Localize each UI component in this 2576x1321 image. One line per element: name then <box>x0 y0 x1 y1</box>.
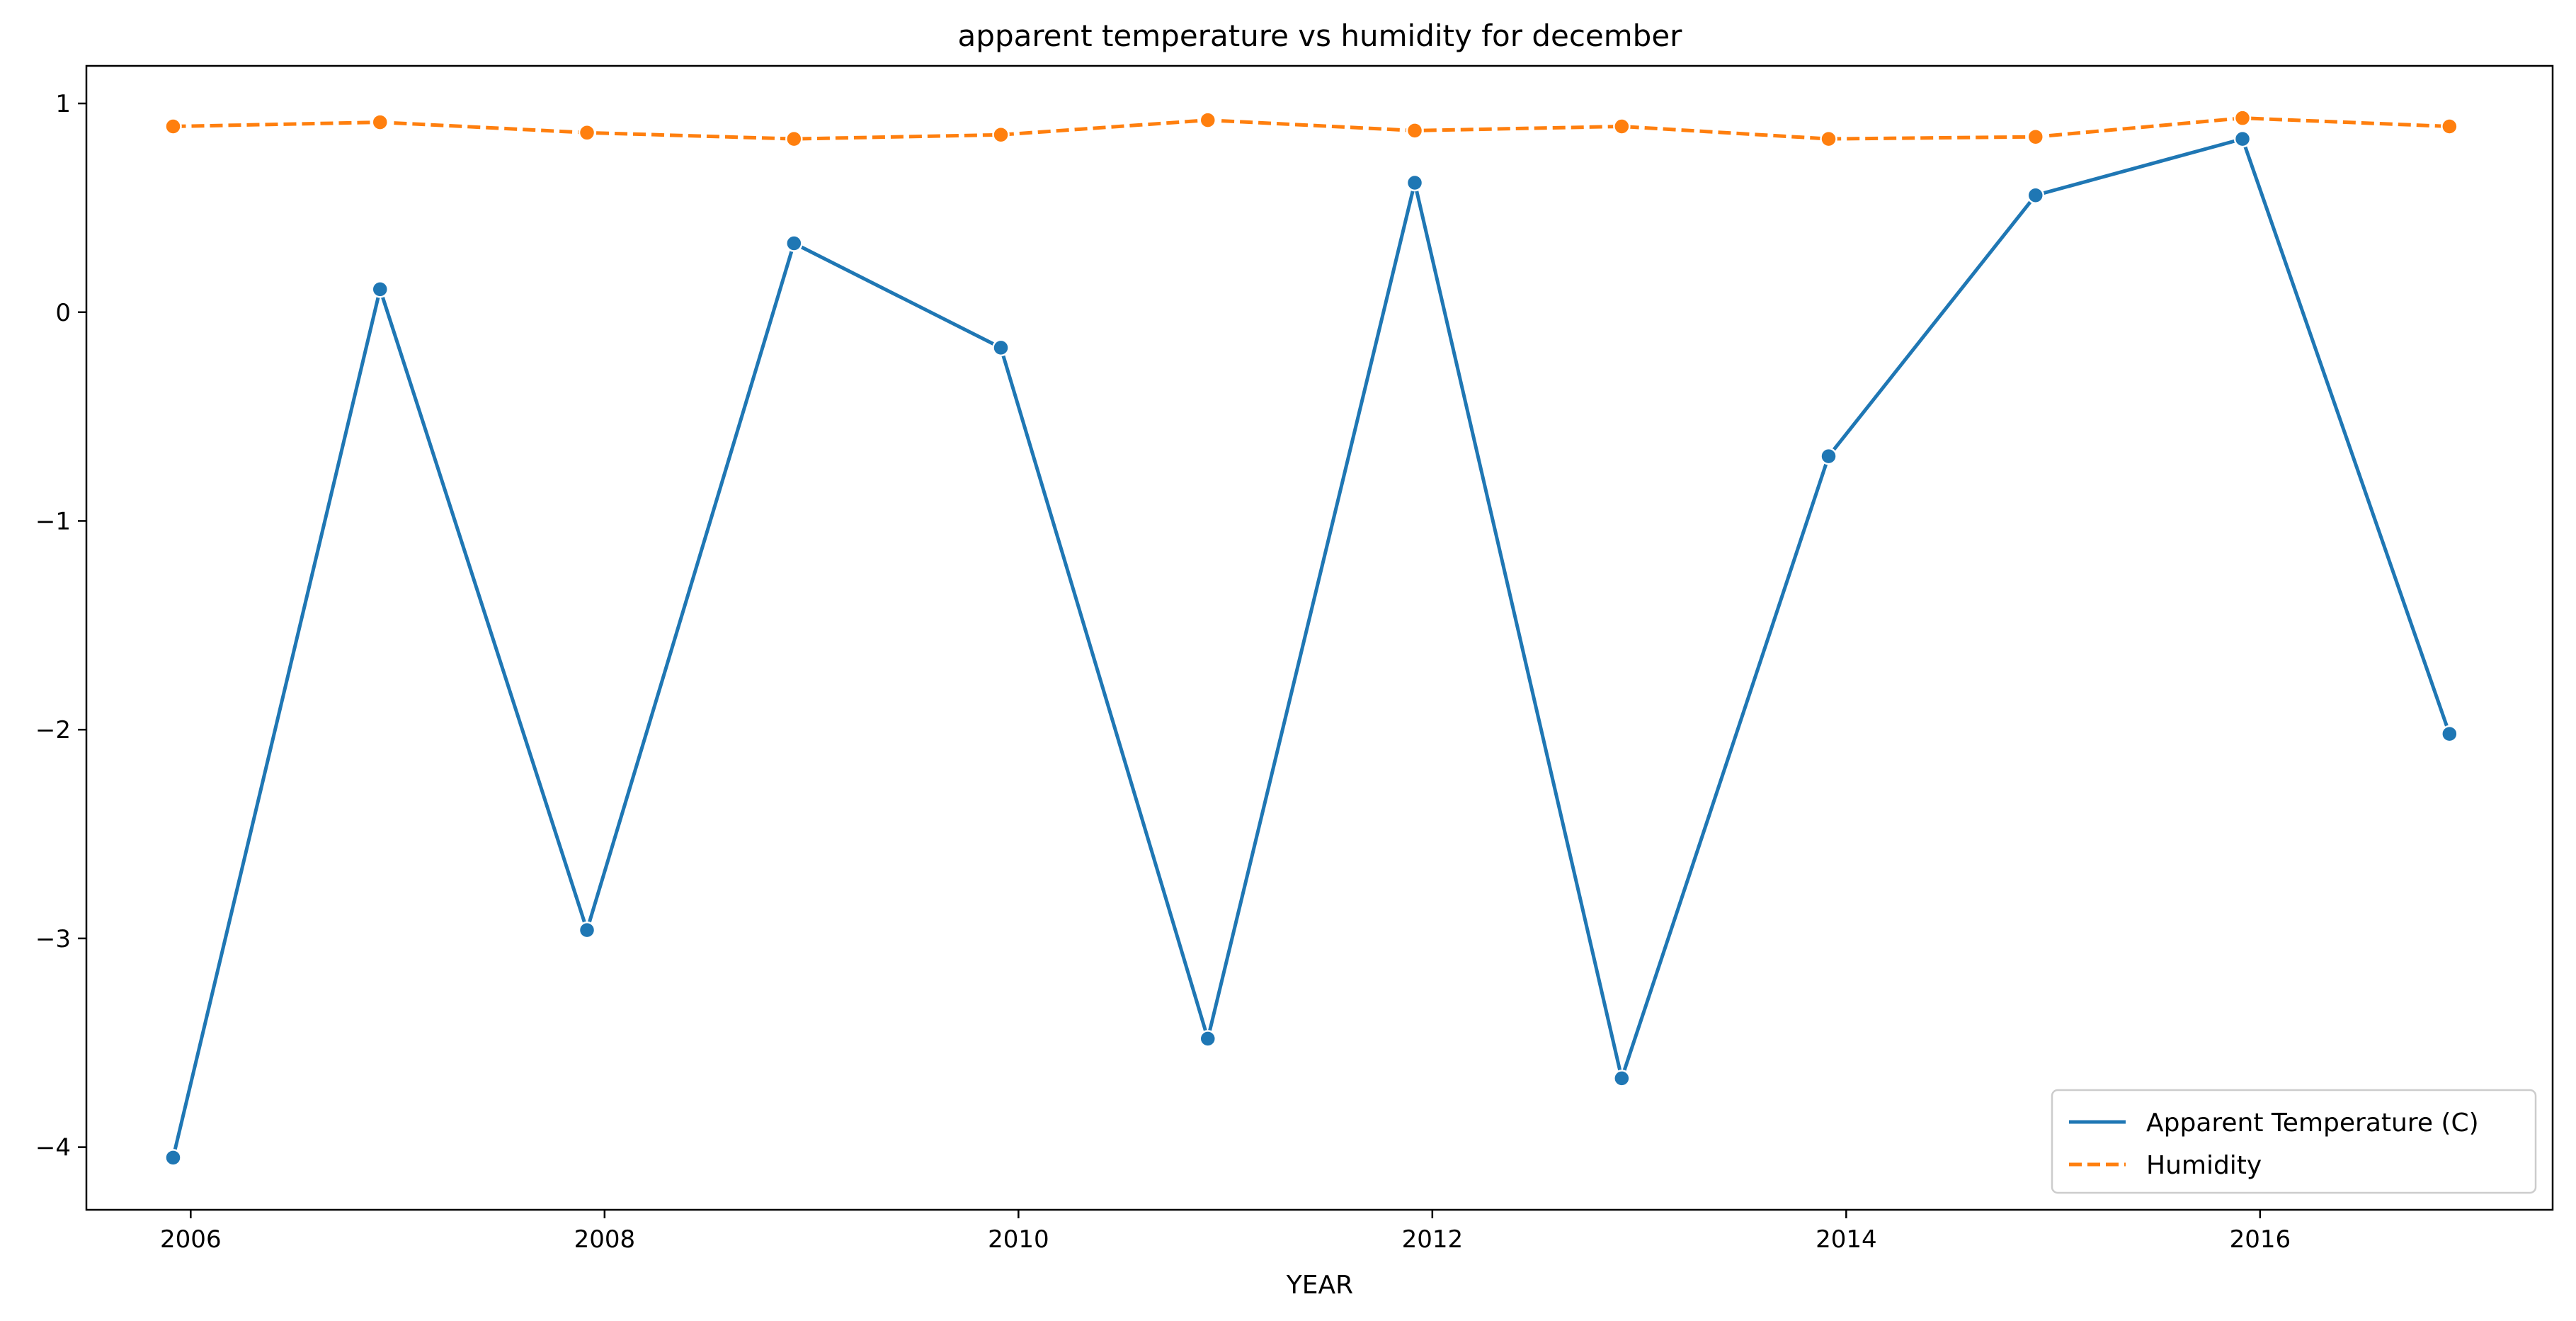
x-axis-label: YEAR <box>1286 1271 1353 1300</box>
x-tick-label: 2008 <box>574 1225 636 1254</box>
data-point <box>371 280 389 298</box>
y-tick-label: −4 <box>35 1134 71 1162</box>
data-point <box>164 118 182 135</box>
x-tick-label: 2010 <box>988 1225 1049 1254</box>
y-tick-label: 0 <box>55 299 71 327</box>
data-point <box>2233 109 2252 127</box>
data-point <box>2441 725 2458 743</box>
x-tick-label: 2016 <box>2230 1225 2291 1254</box>
legend-box <box>2051 1089 2537 1194</box>
data-point <box>2027 127 2045 146</box>
legend-label: Humidity <box>2146 1151 2262 1180</box>
data-point <box>1406 122 1424 140</box>
data-point <box>1613 118 1631 135</box>
data-point <box>1199 1030 1217 1048</box>
data-point <box>578 124 596 142</box>
series-line-1 <box>173 116 2450 141</box>
data-point <box>2441 118 2458 135</box>
y-tick-label: 1 <box>55 90 71 118</box>
series-line-0 <box>171 137 2451 1158</box>
legend-label: Apparent Temperature (C) <box>2146 1109 2479 1138</box>
y-tick-label: −1 <box>35 507 71 535</box>
y-tick-label: −3 <box>35 925 71 953</box>
data-point <box>1199 111 1217 129</box>
x-tick-label: 2012 <box>1402 1225 1464 1254</box>
data-point <box>1406 174 1424 192</box>
legend: Apparent Temperature (C) Humidity <box>2051 1089 2537 1194</box>
plot-area <box>164 109 2458 1167</box>
data-point <box>1613 1070 1631 1087</box>
data-point <box>2233 130 2252 148</box>
chart-title: apparent temperature vs humidity for dec… <box>958 18 1683 53</box>
data-point <box>992 126 1010 144</box>
data-point <box>992 339 1010 357</box>
x-tick-label: 2014 <box>1816 1225 1877 1254</box>
x-tick-label: 2006 <box>160 1225 222 1254</box>
x-axis: 2006 2008 2010 2012 2014 2016 <box>160 1210 2291 1254</box>
axes-frame <box>85 64 2554 1211</box>
data-point <box>164 1149 182 1167</box>
data-point <box>578 921 596 939</box>
data-point <box>785 130 803 148</box>
y-tick-label: −2 <box>35 716 71 744</box>
data-point <box>371 113 389 131</box>
data-point <box>2027 186 2045 204</box>
data-point <box>785 234 803 252</box>
data-point <box>1820 130 1837 148</box>
data-point <box>1820 447 1837 465</box>
y-axis: 1 0 −1 −2 −3 −4 <box>35 90 86 1162</box>
